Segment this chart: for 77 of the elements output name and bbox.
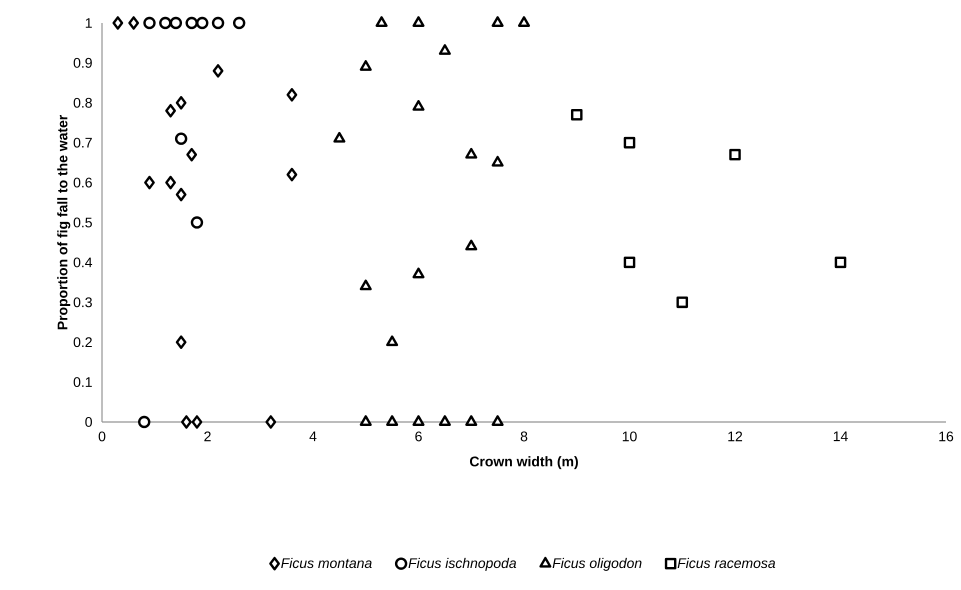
point	[196, 16, 208, 30]
point	[112, 16, 124, 30]
point	[144, 176, 155, 190]
point	[438, 44, 451, 55]
x-tick-label: 10	[622, 431, 637, 442]
y-tick-label: 0.5	[74, 218, 92, 228]
point	[176, 96, 187, 110]
point	[159, 16, 172, 30]
point	[128, 16, 140, 30]
point	[174, 132, 188, 145]
point	[386, 335, 398, 346]
point	[165, 104, 176, 118]
point	[438, 415, 451, 426]
point	[190, 216, 204, 229]
point	[176, 188, 187, 202]
point	[412, 268, 425, 278]
point	[181, 415, 192, 429]
y-tick-label: 0.8	[74, 98, 92, 108]
y-tick-label: 0.9	[74, 58, 92, 68]
y-tick-label: 0.6	[74, 178, 92, 188]
legend-label: Ficus oligodon	[552, 558, 642, 571]
y-tick-label: 0.4	[74, 257, 92, 268]
point	[834, 256, 846, 268]
x-tick-label: 8	[520, 431, 528, 442]
point	[143, 16, 156, 30]
legend-label: Ficus ischnopoda	[408, 558, 516, 571]
x-axis-title: Crown width (m)	[470, 456, 578, 470]
x-tick-label: 0	[98, 431, 106, 442]
y-tick-label: 0.1	[74, 377, 92, 388]
point	[412, 415, 425, 426]
point	[412, 100, 425, 111]
point	[465, 148, 478, 159]
y-tick-label: 0.3	[74, 297, 92, 308]
y-tick-label: 0.7	[74, 138, 92, 148]
point	[138, 416, 150, 428]
x-tick-label: 12	[728, 431, 742, 442]
x-tick-label: 16	[939, 431, 954, 442]
point	[186, 148, 198, 162]
x-tick-label: 4	[309, 431, 316, 442]
point	[518, 16, 530, 27]
point	[333, 132, 346, 143]
point	[360, 415, 372, 426]
point	[360, 60, 372, 71]
point	[492, 156, 504, 167]
point	[624, 136, 636, 148]
point	[212, 16, 224, 30]
point	[165, 176, 176, 190]
point	[265, 415, 276, 429]
point	[492, 415, 504, 426]
point	[570, 108, 583, 121]
y-tick-label: 1	[86, 18, 92, 28]
point	[465, 415, 478, 426]
point	[192, 415, 202, 429]
point	[212, 64, 224, 78]
y-axis-title: Proportion of fig fall to the water	[57, 114, 70, 330]
x-tick-label: 14	[834, 431, 848, 442]
point	[286, 88, 298, 102]
point	[729, 148, 741, 160]
point	[170, 16, 182, 30]
point	[186, 16, 198, 30]
point	[624, 256, 636, 268]
legend-label: Ficus racemosa	[678, 558, 776, 568]
x-tick-label: 2	[204, 431, 211, 442]
point	[386, 415, 398, 426]
point	[286, 168, 298, 182]
point	[465, 240, 478, 250]
legend-label: Ficus montana	[281, 558, 372, 568]
y-tick-label: 0	[85, 417, 92, 427]
point	[176, 335, 187, 349]
point	[232, 16, 246, 30]
point	[360, 280, 372, 290]
x-tick-label: 6	[415, 431, 422, 442]
point	[492, 16, 504, 27]
point	[376, 16, 388, 27]
y-tick-label: 0.2	[74, 337, 92, 348]
point	[412, 16, 425, 27]
point	[676, 296, 688, 308]
